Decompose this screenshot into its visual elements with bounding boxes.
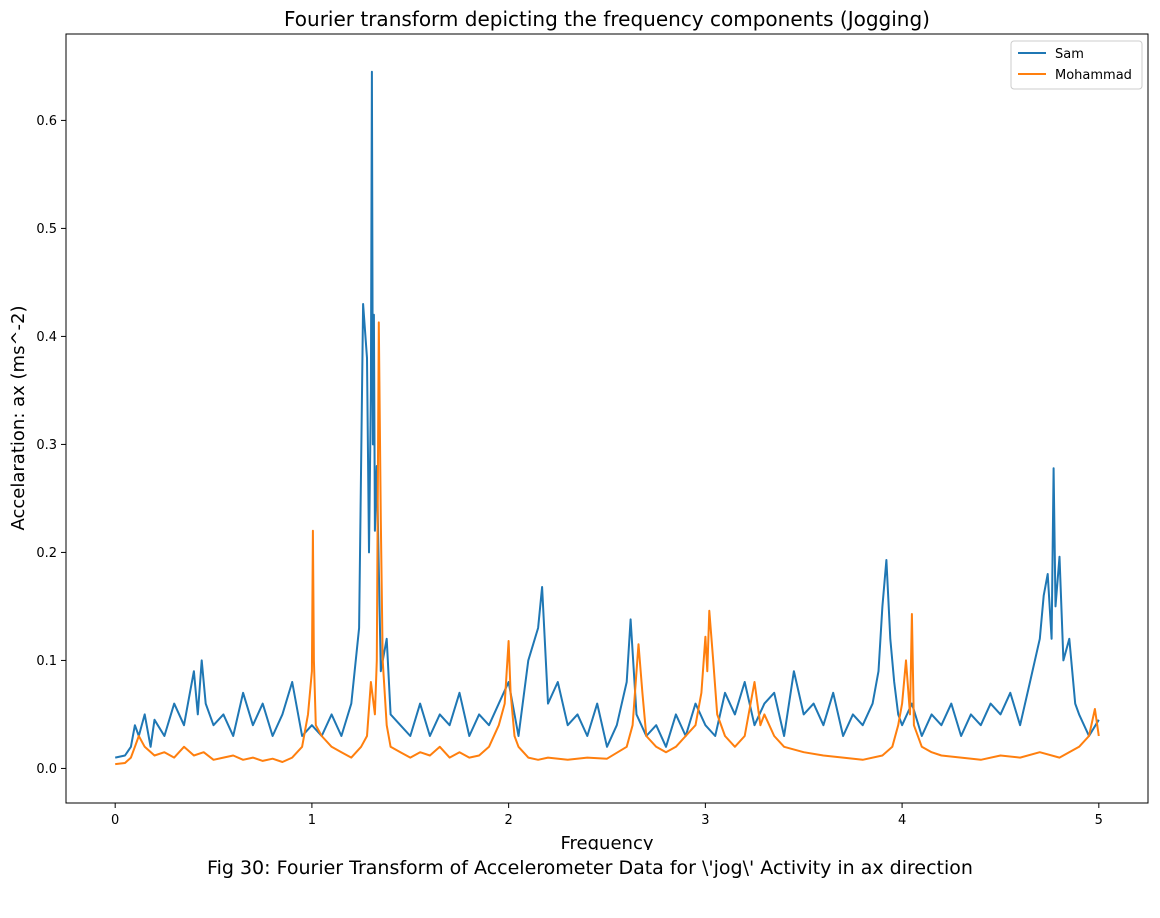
x-axis-ticks: 0 1 2 3 4 5 [111, 803, 1103, 828]
x-tick-label: 1 [308, 813, 316, 828]
figure-caption: Fig 30: Fourier Transform of Acceleromet… [207, 857, 973, 879]
legend-label-sam: Sam [1055, 47, 1084, 62]
legend: Sam Mohammad [1010, 40, 1143, 90]
x-tick-label: 3 [701, 813, 709, 828]
x-tick-label: 0 [111, 813, 119, 828]
legend-label-mohammad: Mohammad [1055, 68, 1132, 83]
chart-title: Fourier transform depicting the frequenc… [284, 7, 930, 31]
x-tick-label: 5 [1095, 813, 1103, 828]
x-tick-label: 2 [504, 813, 512, 828]
y-tick-label: 0.3 [36, 438, 57, 453]
y-axis-title: Accelaration: ax (ms^-2) [8, 306, 29, 531]
series-line-sam [114, 70, 1100, 759]
y-tick-label: 0.0 [36, 762, 57, 777]
y-tick-label: 0.5 [36, 222, 57, 237]
y-tick-label: 0.4 [36, 330, 57, 345]
series-line-mohammad [115, 321, 1100, 766]
y-axis-ticks: 0.0 0.1 0.2 0.3 0.4 0.5 0.6 [36, 114, 66, 777]
x-tick-label: 4 [898, 813, 906, 828]
y-tick-label: 0.6 [36, 114, 57, 129]
plot-frame [65, 33, 1149, 804]
y-tick-label: 0.2 [36, 546, 57, 561]
x-axis-title: Frequency [561, 833, 654, 850]
y-tick-label: 0.1 [36, 654, 57, 669]
chart: Fourier transform depicting the frequenc… [8, 7, 1149, 850]
